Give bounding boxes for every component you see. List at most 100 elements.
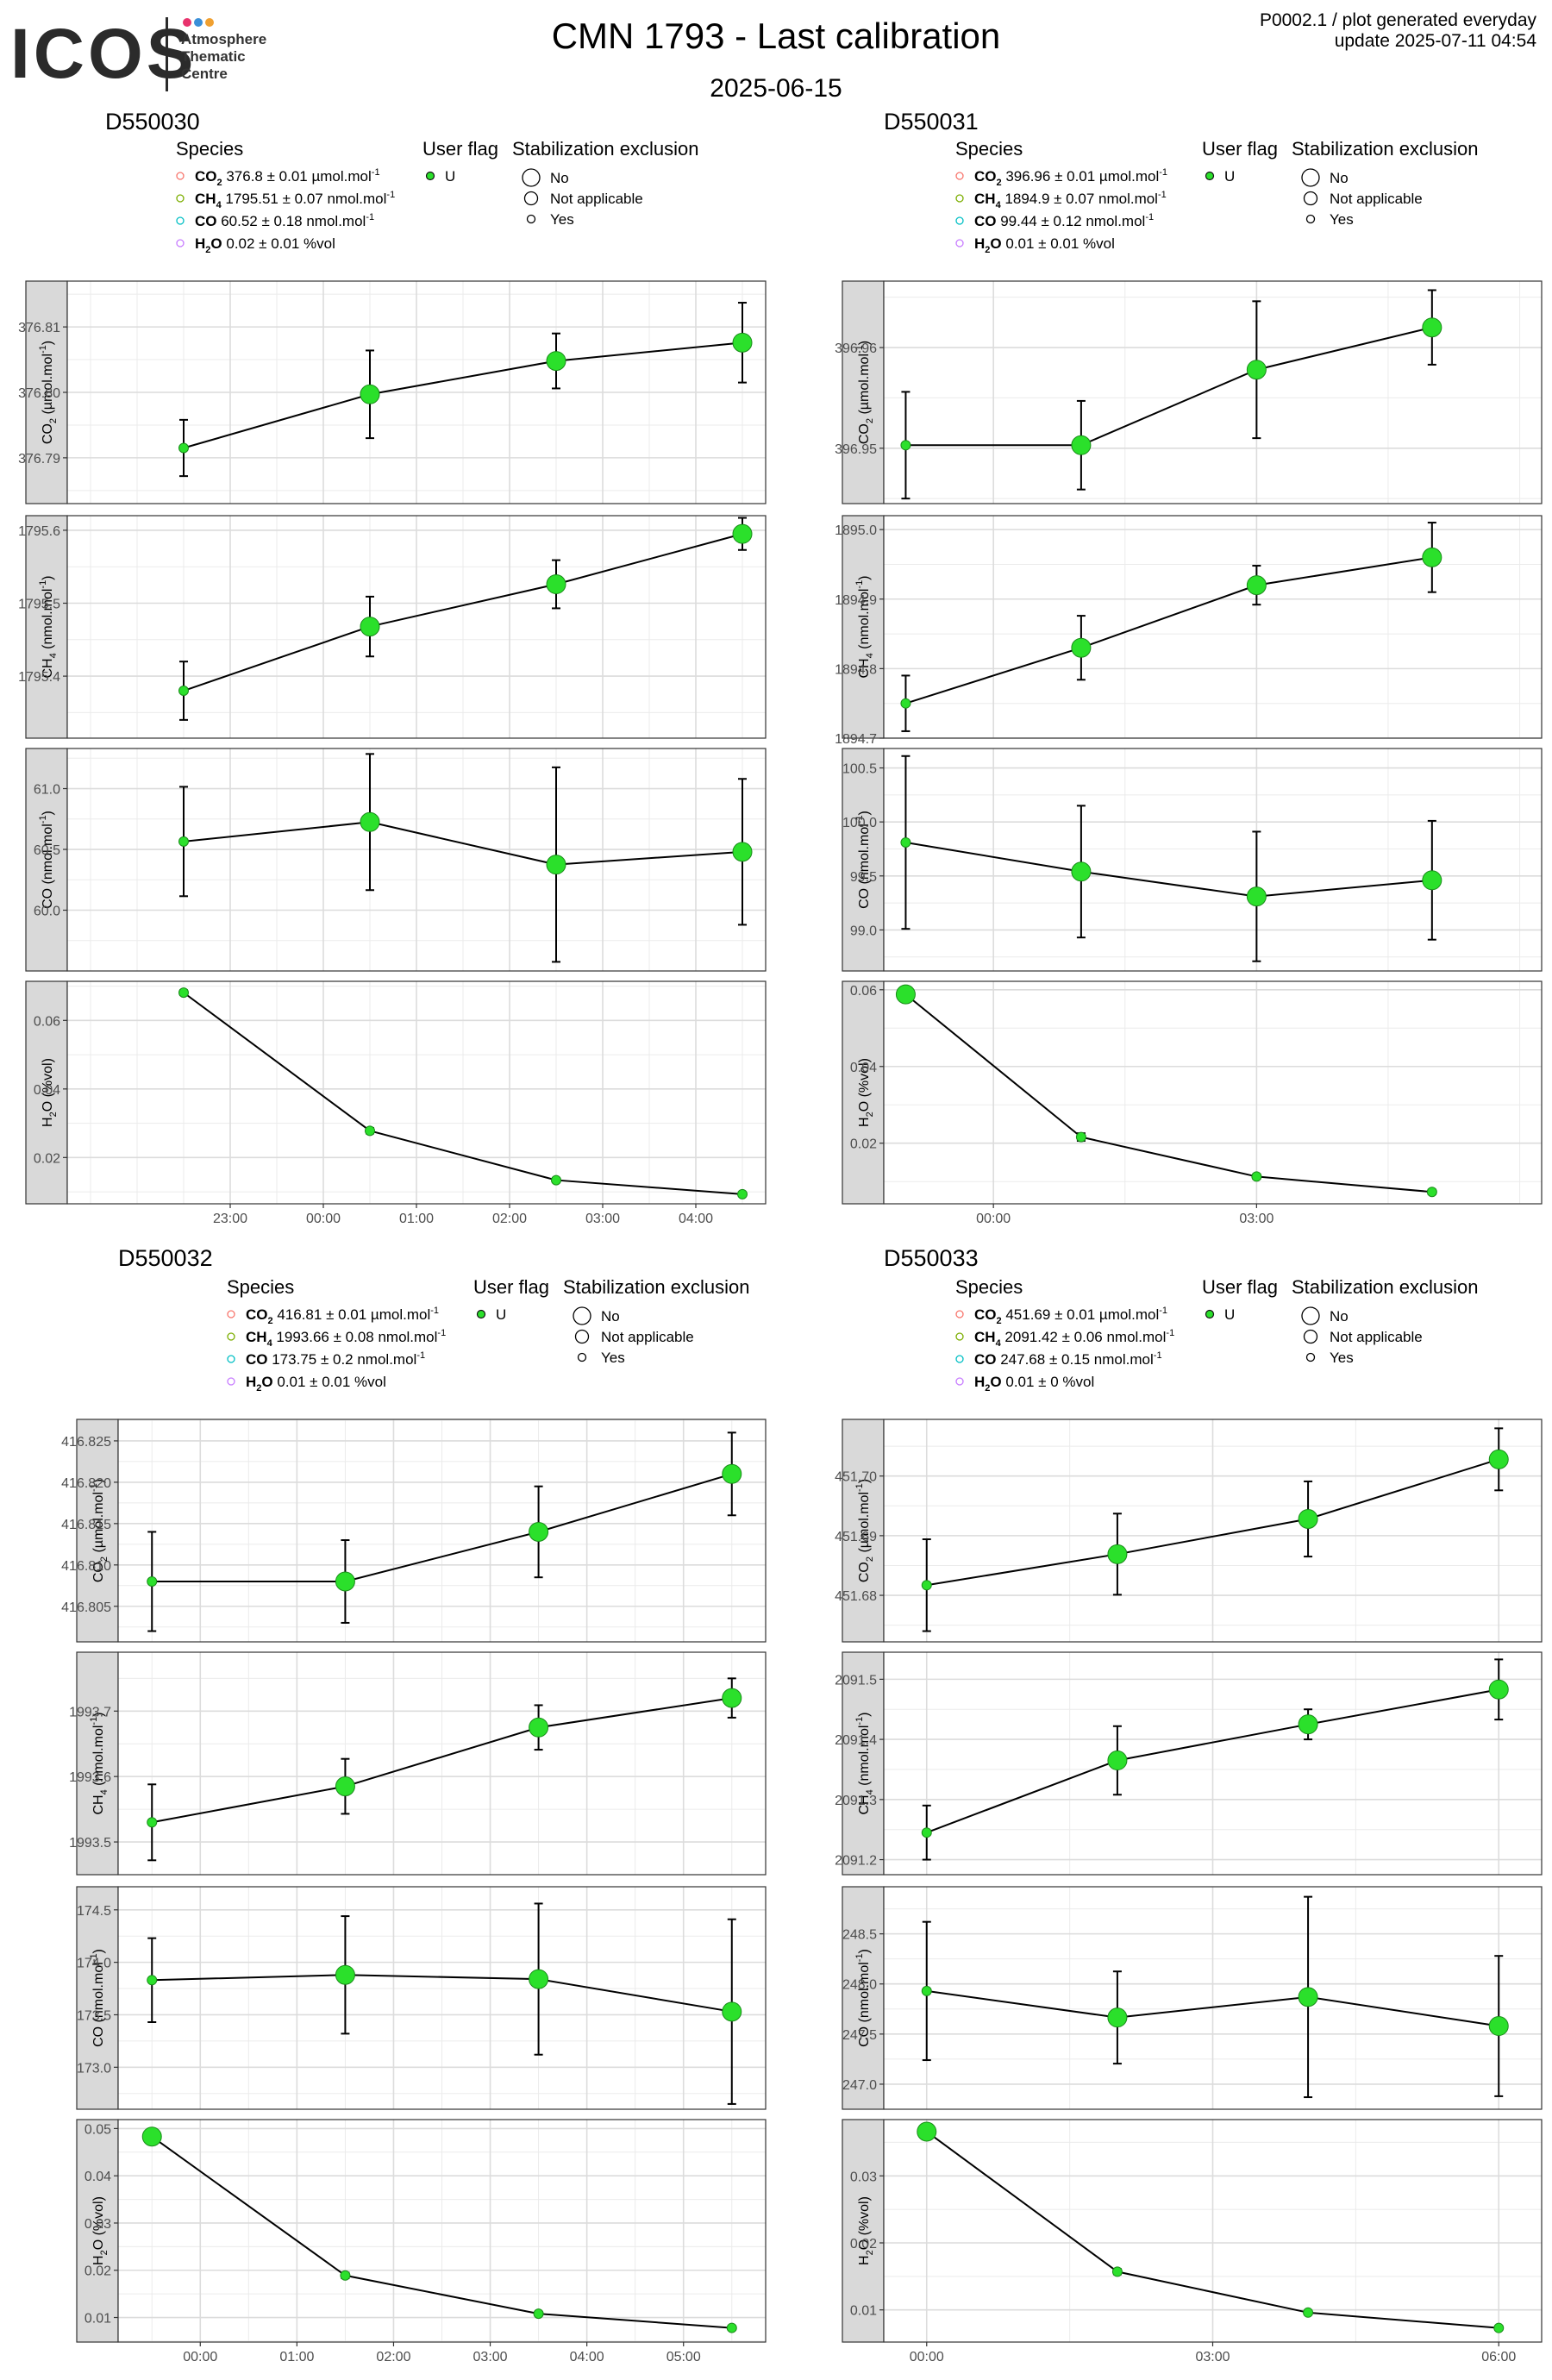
y-tick-label: 0.03 [850, 2170, 877, 2184]
y-tick-label: 1993.5 [69, 1836, 111, 1851]
legend-title-flag: User flag [422, 138, 498, 160]
panel-3: H2O (%vol) 0.02 0.04 0.06 [25, 980, 767, 1205]
facet-label-sub: 2 [99, 1556, 110, 1562]
facet-label-sub: 2 [865, 418, 875, 423]
facet-label: CH4 (nmol.mol-1) [854, 575, 875, 678]
y-tick-label: 451.70 [835, 1470, 877, 1485]
y-tick-label: 173.0 [77, 2061, 111, 2076]
legend-gas2: O [261, 1374, 272, 1390]
legend-title-species: Species [227, 1276, 294, 1298]
series-line [905, 326, 1433, 447]
facet-strip [842, 1886, 885, 2110]
panel-0: CO2 (µmol.mol-1) 416.805 416.810 416.815 416… [61, 1419, 767, 1643]
legend-key-1 [176, 194, 185, 203]
legend-entry-1: CH4 1993.66 ± 0.08 nmol.mol-1 [246, 1328, 446, 1349]
data-point [1422, 317, 1442, 338]
legend-gas: CH [195, 191, 216, 207]
panel-2: CO (nmol.mol-1)60.060.561.0 [25, 748, 767, 972]
series-line [926, 2131, 1499, 2329]
facet-label-sub: 2 [865, 1112, 875, 1117]
facet-label-sup: -1 [854, 1717, 865, 1726]
legend-entry-0: CO2 376.8 ± 0.01 µmol.mol-1 [195, 167, 380, 188]
legend-entry-3: H2O 0.01 ± 0.01 %vol [974, 235, 1115, 255]
x-tick-label: 00:00 [183, 2350, 217, 2364]
facet-label-sup: -1 [854, 815, 865, 824]
facet-label: CO (nmol.mol-1) [38, 811, 55, 909]
legend-gas: H [974, 1374, 985, 1390]
legend-value: 1795.51 ± 0.07 nmol.mol [222, 191, 387, 207]
plot-meta: P0002.1 / plot generated everyday update… [1260, 10, 1536, 52]
facet-strip [25, 980, 68, 1205]
legend-key-1 [955, 194, 964, 203]
facet-label: CO (nmol.mol-1) [89, 1949, 106, 2047]
facet-label-gas: CO [41, 888, 55, 909]
y-tick-label: 1895.0 [835, 523, 877, 538]
facet-label-unit: (nmol.mol [41, 824, 55, 888]
legend-title-species: Species [955, 1276, 1023, 1298]
legend-title-stab: Stabilization exclusion [1292, 1276, 1478, 1298]
facet-label-end: ) [857, 1479, 872, 1483]
facet-label-gas: CO [91, 2026, 106, 2047]
facet-label: CH4 (nmol.mol-1) [854, 1712, 875, 1814]
legend-key-2 [955, 216, 964, 225]
data-point [529, 1521, 549, 1542]
data-point [1071, 637, 1092, 658]
x-tick-label: 06:00 [1481, 2350, 1516, 2364]
y-tick-label: 100.0 [842, 816, 877, 830]
data-point [1488, 1449, 1509, 1469]
facet-label-end: ) [857, 1949, 872, 1953]
y-tick-label: 0.01 [84, 2312, 111, 2327]
facet-label: H2O (%vol) [857, 1058, 875, 1127]
facet-label-sub: 2 [865, 1556, 875, 1562]
legend-value: 2091.42 ± 0.06 nmol.mol [1001, 1329, 1167, 1345]
data-point [178, 987, 189, 999]
facet-label-unit: O (%vol) [857, 1058, 872, 1112]
legend-stab-label-1: Not applicable [601, 1329, 694, 1345]
data-point [178, 686, 189, 697]
x-tick-label: 03:00 [473, 2350, 508, 2364]
panel-border [66, 748, 767, 972]
legend-unit-sup: -1 [1166, 1328, 1174, 1338]
legend-value: 1894.9 ± 0.07 nmol.mol [1001, 191, 1158, 207]
facet-label: H2O (%vol) [857, 2196, 875, 2265]
data-point [737, 1188, 748, 1199]
y-tick-label: 1795.5 [18, 598, 60, 612]
series-line [183, 341, 743, 449]
legend-unit-sup: -1 [386, 190, 395, 200]
data-point [1246, 575, 1267, 596]
legend-value: 1993.66 ± 0.08 nmol.mol [272, 1329, 438, 1345]
data-point [147, 1975, 158, 1986]
y-tick-label: 1993.6 [69, 1770, 111, 1785]
y-tick-label: 61.0 [34, 783, 60, 798]
logo-dots-icon [183, 16, 216, 31]
icos-logo: ICOS Atmosphere Thematic Centre [10, 12, 295, 93]
data-point [335, 1776, 355, 1797]
chart-title: D550033 [884, 1245, 979, 1271]
chart-title: D550032 [118, 1245, 213, 1271]
legend-value: 0.01 ± 0 %vol [1002, 1374, 1095, 1390]
facet-strip [842, 2119, 885, 2343]
legend-key-0 [227, 1310, 235, 1318]
data-point [722, 1463, 742, 1484]
legend-unit-sup: -1 [372, 167, 380, 178]
legend-unit-sup: -1 [1154, 1350, 1162, 1361]
legend-entry-0: CO2 451.69 ± 0.01 µmol.mol-1 [974, 1306, 1167, 1326]
panel-0: CO2 (µmol.mol-1) 451.68 451.69 451.70 [835, 1419, 1543, 1643]
legend-gas2: O [990, 1374, 1001, 1390]
y-tick-label: 248.0 [842, 1978, 877, 1993]
facet-strip [76, 1886, 119, 2110]
y-tick-label: 2091.3 [835, 1794, 877, 1808]
legend-key-0 [176, 172, 185, 180]
y-tick-label: 1993.7 [69, 1705, 111, 1719]
facet-label-sup: -1 [89, 1717, 99, 1726]
facet-label-unit: (nmol.mol [857, 1962, 872, 2026]
panel-3: H2O (%vol) 0.02 0.04 0.06 [842, 980, 1543, 1205]
facet-label-sup: -1 [854, 580, 865, 589]
panel-border [883, 980, 1543, 1205]
legend-title-stab: Stabilization exclusion [512, 138, 698, 160]
facet-label-sub: 4 [99, 1789, 110, 1794]
data-point [732, 332, 753, 353]
